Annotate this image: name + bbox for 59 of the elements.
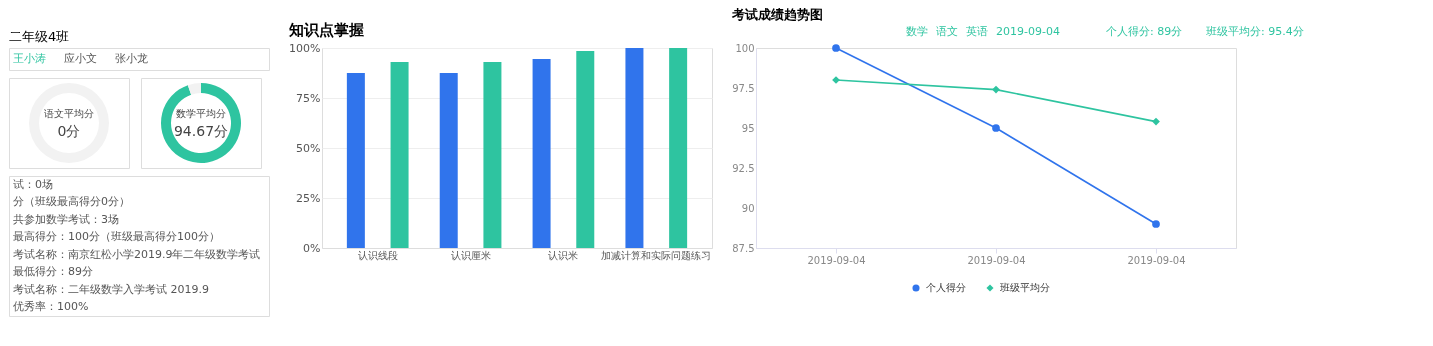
point [992,124,1000,132]
x-tick-label: 加减计算和实际问题练习 [601,249,712,261]
text: 考试名称：二年级数学入学考试 2019.9 [13,282,209,296]
y-tick-label: 25% [296,191,321,205]
text: 班级平均分: 95.4分 [1206,25,1304,38]
bar [532,59,551,248]
bar [625,48,644,248]
x-tick-label: 认识厘米 [450,249,491,261]
chart-title: 考试成绩趋势图 [730,7,823,22]
bar [439,73,458,248]
text: 王小涛 [13,52,46,65]
y-tick-label: 90 [741,202,755,214]
point [832,44,840,52]
text: 语文平均分 [44,108,94,119]
point [1152,220,1160,228]
donut-slice [161,83,241,163]
y-tick-label: 100 [735,42,755,54]
y-tick-label: 0% [303,241,321,255]
donut-slice [187,83,201,95]
bar [576,51,595,248]
text: 英语 [966,25,988,38]
x-tick-label: 认识米 [548,249,579,261]
chart-title: 知识点掌握 [287,21,364,39]
text: 2019-09-04 [996,25,1060,38]
text: 考试名称：南京红松小学2019.9年二年级数学考试 [13,247,261,261]
y-tick-label: 87.5 [732,242,755,254]
x-tick-label: 2019-09-04 [967,254,1026,266]
text: 最高得分：100分（班级最高得分100分） [13,230,220,244]
y-tick-label: 50% [296,141,321,155]
text: 张小龙 [115,52,148,65]
text: 共参加数学考试：3场 [13,212,119,226]
text: 应小文 [64,52,97,65]
text: 数学平均分 [176,108,226,119]
text: 优秀率：100% [13,300,89,314]
text: 0分 [57,123,81,139]
y-tick-label: 75% [296,91,321,105]
text: 试：0场 [13,177,53,191]
bar [483,62,502,248]
y-tick-label: 92.5 [732,162,755,174]
bar [669,48,688,248]
x-tick-label: 2019-09-04 [1127,254,1186,266]
point [1152,117,1160,126]
y-tick-label: 95 [741,122,755,134]
y-tick-label: 100% [289,41,321,55]
text: 最低得分：89分 [13,265,93,279]
x-tick-label: 认识线段 [357,249,398,261]
bar [390,62,409,248]
text: 数学 [906,25,928,38]
bar [346,73,365,248]
legend-label: 个人得分 [926,282,966,293]
point [992,85,1000,94]
text: 个人得分: 89分 [1106,25,1183,38]
x-tick-label: 2019-09-04 [807,254,866,266]
text: 二年级4班 [9,29,70,44]
y-tick-label: 97.5 [732,82,755,94]
legend-label: 班级平均分 [1000,282,1050,293]
text: 语文 [936,25,958,38]
text: 分（班级最高得分0分） [13,195,130,209]
text: 94.67分 [173,123,229,139]
